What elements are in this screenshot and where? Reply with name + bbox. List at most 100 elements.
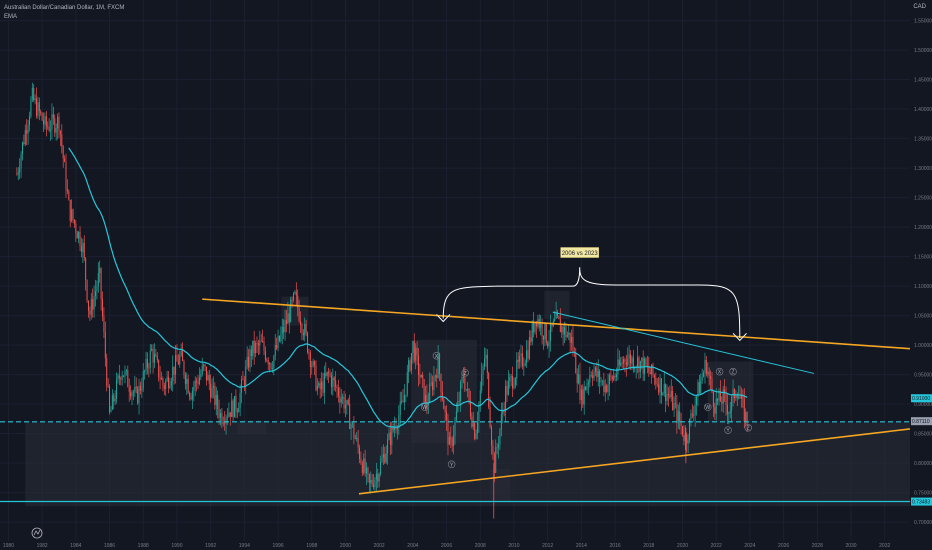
x-tick-label: 2010 [508,543,519,549]
candle [245,359,247,395]
candle-body [395,427,397,430]
candle [242,371,244,381]
candle-body [545,323,547,343]
candle-body [273,355,275,369]
candle [444,405,446,422]
candle-body [346,400,348,405]
candle [670,379,672,402]
candle-body [293,293,295,300]
candle [627,347,629,368]
candle-body [309,352,311,367]
candle-body [587,382,589,385]
candle-body [705,360,707,374]
candle-body [623,359,625,364]
candle-body [426,394,428,406]
candle [385,445,387,464]
candle-body [132,392,134,394]
x-tick-label: 2026 [778,543,789,549]
candle [572,325,574,357]
candle [278,335,280,343]
candle-body [371,480,373,485]
candle [319,378,321,399]
candle-body [83,242,85,259]
candle [148,362,150,378]
candle-body [172,366,174,382]
candle-body [353,423,355,438]
candle-body [238,408,240,413]
candle-body [262,341,264,343]
candle [149,344,151,374]
candle [332,368,334,396]
candle-body [36,98,38,116]
candle-body [52,114,54,119]
candle-body [259,340,261,346]
candle-body [40,111,42,114]
candle-body [467,388,469,390]
candle [139,381,141,395]
candle-body [168,376,170,388]
candle-body [461,377,463,383]
candle-body [196,380,198,383]
candle-body [294,291,296,294]
candle [373,474,375,490]
candle-body [651,364,653,375]
candle-body [354,437,356,439]
candle [162,376,164,392]
candle [693,406,695,422]
candle-body [614,375,616,378]
candle-body [197,382,199,385]
candle-body [381,457,383,462]
candle [628,345,630,370]
wave-circle [704,403,712,411]
candle [266,357,268,363]
candle-body [116,379,118,399]
candle [203,363,205,372]
logo-mark [33,529,41,536]
candle-body [475,433,477,439]
candle-body [31,87,33,100]
candle-body [491,427,493,446]
candle [745,408,747,426]
candle [184,371,186,390]
candle-body [80,246,82,253]
candle [486,349,488,380]
candle-body [420,374,422,378]
x-tick-label: 2016 [610,543,621,549]
candle [66,179,68,195]
candle [684,425,686,451]
candle [742,389,744,409]
candle-body [285,320,287,324]
candle [65,153,67,198]
candle [433,366,435,396]
candle-body [110,409,112,413]
candle [179,350,181,368]
candle-body [729,410,731,413]
candle [288,305,290,334]
wave-circle [432,352,441,360]
candle [367,466,369,483]
candle-body [62,146,64,159]
candle [273,354,275,376]
candle [329,369,331,378]
candle-body [350,424,352,429]
candle [621,356,623,368]
candle [326,371,328,380]
candle [109,384,111,415]
candle [259,330,261,355]
candle [415,343,417,370]
candle [111,389,113,411]
candle-body [146,358,148,368]
candle-body [19,168,21,173]
candle [482,363,484,386]
candle-body [600,381,602,383]
candle-body [156,356,158,360]
candle [548,329,550,358]
candle [680,412,682,435]
candle [138,378,140,415]
candle [145,351,147,376]
candle-body [366,467,368,474]
candle [80,237,82,258]
candle [703,370,705,378]
candle-body [464,377,466,390]
